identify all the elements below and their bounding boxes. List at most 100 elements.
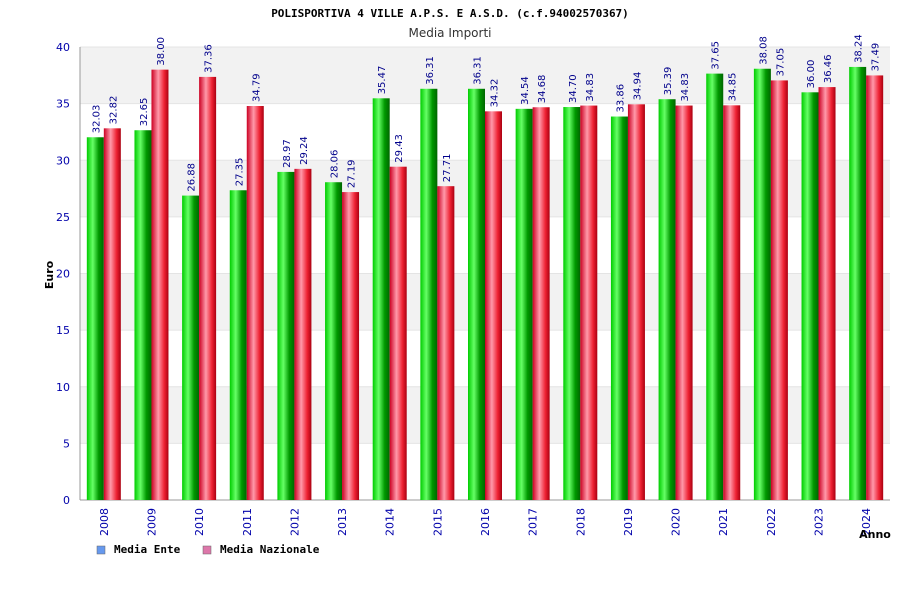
y-axis-ticks: 0 5 10 15 20 25 30 35 40: [56, 41, 70, 507]
bar-media-nazionale: [675, 105, 693, 501]
data-label: 37.65: [711, 41, 722, 70]
data-label: 34.83: [680, 73, 691, 102]
bar-media-nazionale: [437, 186, 455, 500]
bar-media-nazionale: [770, 80, 788, 500]
data-label: 29.24: [299, 136, 310, 165]
data-label: 27.71: [442, 154, 453, 183]
bar-media-ente: [134, 130, 152, 500]
data-label: 27.19: [347, 159, 358, 188]
bar-media-nazionale: [580, 105, 598, 501]
y-tick-label: 35: [56, 98, 70, 111]
bar-media-nazionale: [485, 111, 502, 501]
data-label: 34.94: [632, 72, 643, 101]
data-label: 34.32: [490, 79, 501, 108]
x-tick-label: 2016: [479, 508, 492, 536]
x-tick-label: 2009: [145, 508, 158, 536]
y-axis-label: Euro: [43, 260, 56, 289]
bar-media-ente: [372, 98, 390, 501]
data-label: 37.36: [204, 44, 215, 73]
bar-media-ente: [801, 92, 819, 501]
data-label: 35.47: [377, 66, 388, 95]
x-tick-label: 2014: [384, 508, 397, 536]
chart-subtitle: Media Importi: [408, 26, 491, 40]
bar-media-nazionale: [627, 104, 645, 500]
data-label: 34.85: [728, 73, 739, 102]
y-tick-label: 20: [56, 268, 70, 281]
bar-media-nazionale: [723, 105, 741, 500]
bar-media-ente: [753, 68, 771, 500]
bar-media-nazionale: [199, 76, 217, 500]
data-label: 38.00: [156, 37, 167, 66]
bar-media-nazionale: [103, 128, 121, 500]
bar-media-ente: [610, 116, 628, 501]
x-tick-label: 2024: [860, 508, 873, 536]
x-tick-label: 2021: [717, 508, 730, 536]
bar-media-nazionale: [294, 168, 312, 500]
bar-media-ente: [468, 88, 485, 501]
y-tick-label: 5: [63, 437, 70, 450]
bar-media-ente: [420, 88, 438, 501]
bar-media-nazionale: [532, 107, 550, 501]
data-label: 26.88: [187, 163, 198, 192]
x-tick-label: 2011: [241, 508, 254, 536]
data-label: 36.31: [473, 56, 484, 85]
data-label: 36.00: [806, 60, 817, 89]
data-label: 37.05: [775, 48, 786, 77]
chart-title: POLISPORTIVA 4 VILLE A.P.S. E A.S.D. (c.…: [271, 7, 629, 20]
x-tick-label: 2008: [98, 508, 111, 536]
bar-media-ente: [515, 108, 533, 500]
bar-media-ente: [229, 190, 247, 501]
y-tick-label: 25: [56, 211, 70, 224]
x-tick-label: 2022: [765, 508, 778, 536]
bar-media-ente: [86, 137, 104, 500]
y-tick-label: 10: [56, 381, 70, 394]
bar-media-ente: [658, 99, 676, 500]
bar-media-ente: [706, 73, 724, 501]
data-label: 28.06: [330, 150, 341, 179]
data-label: 35.39: [663, 67, 674, 96]
x-tick-label: 2015: [431, 508, 444, 536]
data-label: 27.35: [234, 158, 245, 187]
legend: Media Ente Media Nazionale: [96, 543, 320, 556]
x-tick-label: 2020: [670, 508, 683, 536]
y-tick-label: 40: [56, 41, 70, 54]
bar-media-nazionale: [342, 192, 360, 501]
bar-media-ente: [182, 195, 200, 501]
data-label: 32.65: [139, 98, 150, 127]
x-tick-label: 2013: [336, 508, 349, 536]
bar-media-nazionale: [389, 166, 407, 500]
x-tick-label: 2019: [622, 508, 635, 536]
data-label: 34.70: [568, 74, 579, 103]
data-label: 33.86: [615, 84, 626, 113]
data-label: 38.08: [758, 36, 769, 65]
y-tick-label: 0: [63, 494, 70, 507]
data-label: 38.24: [854, 34, 865, 63]
x-tick-label: 2012: [288, 508, 301, 536]
data-label: 32.03: [91, 105, 102, 134]
data-label: 32.82: [108, 96, 119, 125]
x-tick-label: 2017: [527, 508, 540, 536]
bar-media-nazionale: [151, 69, 169, 501]
data-label: 36.46: [823, 54, 834, 83]
x-tick-label: 2010: [193, 508, 206, 536]
x-axis-ticks: 2008 2009 2010 2011 2012 2013 2014 2015 2016 2017…: [98, 508, 873, 536]
bar-media-ente: [325, 182, 343, 500]
legend-label: Media Ente: [114, 543, 181, 556]
x-tick-label: 2023: [813, 508, 826, 536]
y-tick-label: 15: [56, 324, 70, 337]
data-label: 34.79: [251, 73, 262, 102]
x-axis-label: Anno: [859, 528, 891, 541]
data-label: 36.31: [425, 56, 436, 85]
data-label: 34.68: [537, 75, 548, 104]
bars: [86, 66, 884, 501]
bar-media-nazionale: [246, 106, 264, 501]
y-tick-label: 30: [56, 154, 70, 167]
data-label: 34.54: [520, 76, 531, 105]
bar-media-nazionale: [866, 75, 884, 500]
legend-swatch: [96, 545, 106, 555]
legend-swatch: [202, 545, 212, 555]
bar-media-ente: [849, 66, 867, 500]
data-label: 34.83: [585, 73, 596, 102]
legend-label: Media Nazionale: [220, 543, 320, 556]
